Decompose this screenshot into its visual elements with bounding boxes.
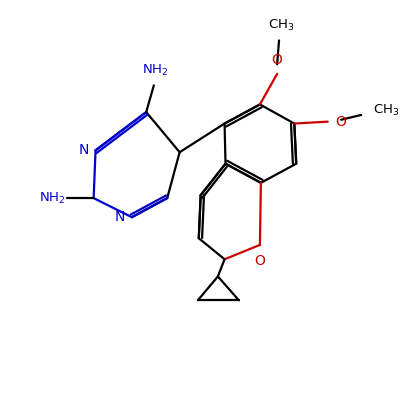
Text: N: N <box>115 210 125 224</box>
Text: O: O <box>336 115 346 129</box>
Text: NH$_2$: NH$_2$ <box>38 190 65 206</box>
Text: CH$_3$: CH$_3$ <box>373 103 399 118</box>
Text: NH$_2$: NH$_2$ <box>142 62 168 78</box>
Text: CH$_3$: CH$_3$ <box>268 18 294 33</box>
Text: O: O <box>254 254 265 268</box>
Text: O: O <box>272 53 282 67</box>
Text: N: N <box>78 143 89 157</box>
